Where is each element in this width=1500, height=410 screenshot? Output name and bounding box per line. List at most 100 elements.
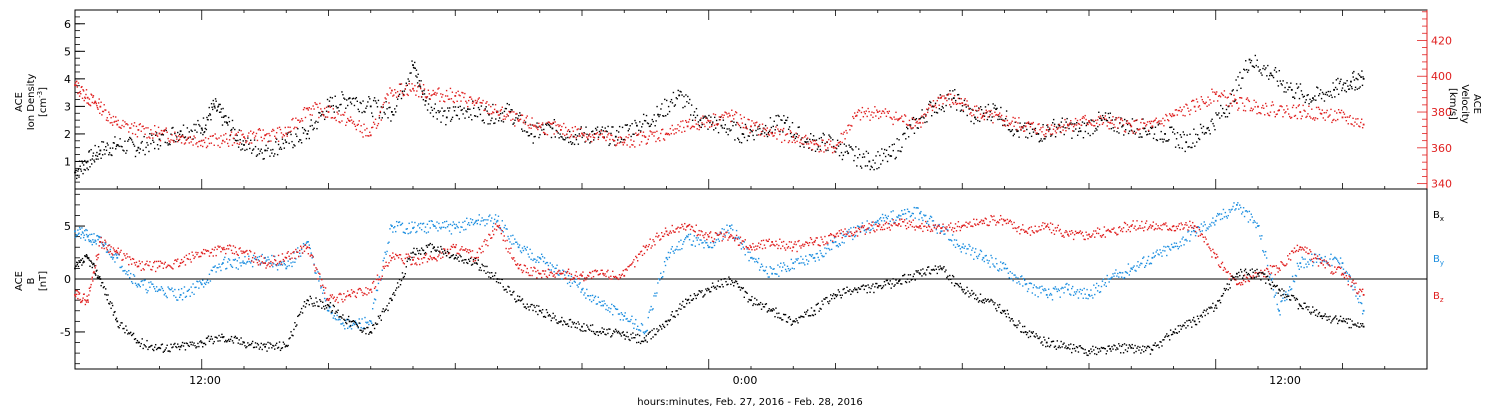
data-dot	[424, 254, 427, 256]
data-dot	[176, 260, 178, 262]
data-point	[665, 256, 668, 259]
data-dot	[730, 129, 732, 131]
data-dot	[463, 96, 465, 99]
data-dot	[770, 267, 772, 269]
data-dot	[893, 143, 895, 145]
data-dot	[168, 143, 170, 145]
data-dot	[969, 113, 971, 115]
data-dot	[930, 216, 933, 218]
data-dot	[1032, 121, 1035, 124]
data-dot	[883, 112, 886, 114]
data-dot	[310, 108, 312, 110]
data-dot	[1209, 99, 1211, 101]
data-dot	[1351, 87, 1353, 90]
data-dot	[1337, 261, 1340, 264]
data-dot	[973, 258, 975, 260]
data-dot	[362, 136, 364, 138]
data-dot	[203, 282, 206, 284]
data-dot	[288, 264, 290, 267]
data-dot	[277, 264, 280, 266]
data-dot	[490, 105, 492, 108]
data-dot	[196, 141, 198, 144]
data-dot	[228, 139, 231, 141]
data-dot	[462, 221, 464, 224]
data-dot	[316, 268, 318, 271]
data-dot	[999, 116, 1002, 118]
data-dot	[173, 141, 175, 143]
data-dot	[762, 130, 764, 132]
data-point	[961, 102, 964, 104]
data-dot	[561, 272, 563, 275]
data-dot	[542, 260, 545, 263]
data-dot	[510, 235, 512, 237]
data-dot	[1077, 130, 1080, 133]
data-dot	[181, 134, 184, 136]
data-dot	[500, 229, 503, 231]
data-dot	[935, 228, 938, 231]
data-dot	[608, 144, 610, 147]
data-dot	[583, 294, 585, 296]
data-dot	[633, 327, 635, 330]
data-dot	[590, 140, 592, 143]
data-dot	[473, 104, 476, 106]
data-dot	[1235, 79, 1237, 81]
data-dot	[76, 86, 79, 88]
data-dot	[756, 121, 758, 123]
data-dot	[1356, 123, 1358, 125]
data-dot	[1232, 89, 1234, 91]
data-dot	[588, 271, 591, 274]
data-dot	[630, 318, 632, 321]
data-dot	[359, 322, 361, 325]
data-dot	[848, 228, 850, 231]
data-dot	[1233, 100, 1235, 103]
data-point	[623, 141, 626, 144]
data-dot	[1286, 82, 1288, 84]
data-dot	[85, 233, 88, 236]
data-dot	[135, 284, 138, 286]
data-dot	[450, 245, 453, 248]
data-dot	[898, 139, 900, 141]
data-dot	[241, 148, 244, 150]
data-dot	[854, 154, 856, 157]
data-dot	[108, 244, 111, 246]
data-dot	[111, 124, 114, 126]
data-dot	[519, 118, 522, 120]
data-dot	[850, 227, 852, 229]
data-dot	[840, 151, 843, 154]
data-dot	[294, 145, 296, 147]
data-dot	[924, 121, 926, 124]
data-dot	[962, 110, 965, 113]
data-dot	[1263, 107, 1265, 109]
data-dot	[1205, 229, 1207, 232]
data-dot	[239, 262, 241, 264]
data-dot	[657, 236, 659, 238]
data-dot	[428, 258, 431, 261]
data-dot	[473, 222, 476, 224]
data-dot	[203, 253, 206, 255]
data-dot	[562, 272, 564, 275]
data-dot	[997, 118, 999, 121]
data-dot	[1111, 122, 1113, 125]
data-dot	[1319, 89, 1322, 91]
data-dot	[1322, 93, 1325, 95]
data-dot	[689, 233, 692, 235]
data-dot	[634, 266, 636, 268]
data-dot	[892, 210, 894, 212]
data-dot	[1272, 289, 1275, 291]
data-dot	[1076, 121, 1078, 124]
data-dot	[94, 100, 96, 103]
data-dot	[807, 143, 810, 145]
data-dot	[936, 112, 939, 114]
data-dot	[1336, 260, 1339, 262]
data-dot	[1309, 258, 1311, 261]
data-dot	[1353, 125, 1355, 127]
y2-tick-label: 400	[1431, 70, 1452, 83]
data-dot	[437, 88, 439, 90]
data-dot	[108, 253, 111, 256]
data-dot	[1274, 67, 1277, 69]
data-dot	[914, 119, 917, 121]
data-dot	[618, 125, 621, 128]
data-dot	[719, 116, 722, 118]
data-dot	[248, 255, 250, 258]
data-dot	[217, 266, 219, 269]
